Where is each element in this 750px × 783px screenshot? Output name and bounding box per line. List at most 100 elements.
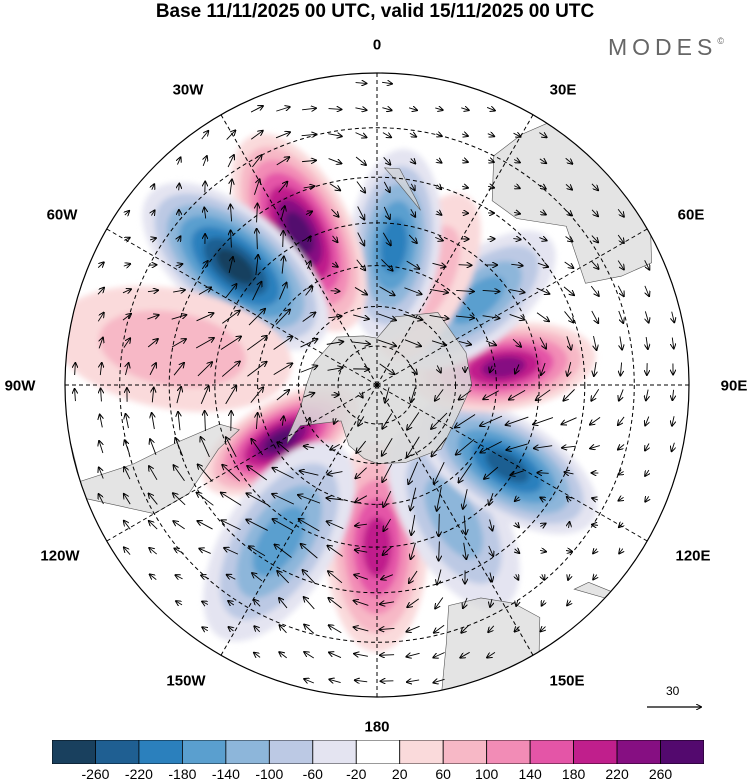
wind-arrow bbox=[462, 160, 468, 162]
wind-arrow bbox=[334, 418, 336, 424]
wind-arrow bbox=[672, 416, 674, 425]
wind-arrow bbox=[276, 157, 289, 166]
wind-arrow bbox=[459, 390, 472, 399]
wind-arrow bbox=[383, 546, 392, 555]
wind-arrow bbox=[482, 290, 500, 291]
anomaly-contour bbox=[252, 506, 306, 577]
wind-arrow bbox=[485, 340, 496, 345]
wind-arrow bbox=[512, 338, 521, 347]
wind-arrow bbox=[407, 412, 420, 429]
wind-arrow bbox=[564, 261, 574, 268]
wind-arrow bbox=[221, 520, 241, 531]
wind-arrow bbox=[591, 209, 598, 216]
anomaly-contour bbox=[380, 217, 408, 274]
wind-arrow bbox=[152, 388, 153, 403]
wind-arrow bbox=[513, 159, 520, 162]
wind-arrow bbox=[461, 134, 468, 136]
wind-arrow bbox=[563, 286, 574, 295]
colorbar-tick-label: 260 bbox=[648, 766, 673, 782]
wind-arrow bbox=[644, 260, 650, 269]
wind-arrow bbox=[124, 494, 131, 505]
wind-arrow bbox=[408, 108, 417, 110]
colorbar-tick-label: -140 bbox=[211, 766, 240, 782]
anomaly-contour bbox=[215, 248, 256, 285]
colorbar-tick-label: -180 bbox=[168, 766, 197, 782]
wind-arrow bbox=[539, 133, 546, 138]
wind-arrow bbox=[483, 390, 499, 400]
colorbar-tick-label: -60 bbox=[302, 766, 323, 782]
colorbar-tick-label: 220 bbox=[605, 766, 629, 782]
wind-arrow bbox=[304, 597, 315, 610]
wind-arrow bbox=[509, 313, 525, 319]
wind-arrow bbox=[173, 290, 185, 292]
wind-arrow bbox=[617, 234, 624, 243]
wind-arrow bbox=[149, 521, 158, 530]
wind-arrow bbox=[510, 470, 524, 475]
wind-arrow bbox=[174, 465, 185, 482]
wind-arrow bbox=[437, 159, 442, 162]
wind-arrow bbox=[513, 239, 520, 240]
wind-arrow bbox=[379, 363, 395, 374]
wind-arrow bbox=[326, 342, 343, 345]
wind-arrow bbox=[201, 437, 210, 458]
wind-arrow bbox=[356, 259, 366, 271]
wind-arrow bbox=[149, 548, 158, 555]
colorbar-swatch bbox=[52, 740, 96, 764]
wind-arrow bbox=[179, 184, 180, 191]
meridian-line bbox=[376, 384, 534, 656]
lon-label-150e: 150E bbox=[549, 672, 585, 690]
wind-arrow bbox=[515, 523, 519, 528]
wind-arrow bbox=[227, 575, 236, 580]
wind-arrow bbox=[592, 498, 598, 500]
wind-arrow bbox=[332, 263, 337, 267]
wind-arrow bbox=[482, 316, 500, 319]
wind-arrow bbox=[461, 108, 468, 110]
wind-arrow bbox=[247, 466, 268, 481]
wind-arrow bbox=[409, 570, 418, 583]
wind-arrow bbox=[171, 339, 186, 348]
wind-arrow bbox=[591, 235, 598, 243]
wind-arrow bbox=[226, 437, 237, 458]
wind-arrow bbox=[276, 107, 289, 112]
wind-arrow bbox=[308, 418, 309, 425]
wind-arrow bbox=[197, 493, 214, 506]
wind-arrow bbox=[75, 389, 76, 402]
wind-arrow bbox=[409, 133, 416, 137]
wind-arrow bbox=[308, 261, 311, 269]
wind-arrow bbox=[227, 155, 234, 168]
wind-arrow bbox=[303, 186, 315, 188]
wind-arrow bbox=[280, 625, 287, 634]
wind-arrow bbox=[431, 437, 447, 457]
wind-arrow bbox=[533, 417, 554, 425]
colorbar-tick-label: -20 bbox=[346, 766, 367, 782]
wind-arrow bbox=[354, 287, 367, 294]
wind-arrow bbox=[282, 416, 283, 426]
wind-arrow bbox=[506, 416, 529, 425]
wind-arrow bbox=[359, 393, 362, 398]
wind-arrow bbox=[196, 313, 214, 322]
wind-arrow bbox=[382, 413, 393, 428]
wind-arrow bbox=[175, 575, 183, 579]
wind-arrow bbox=[539, 550, 546, 551]
wind-arrow bbox=[541, 362, 546, 375]
lon-label-30e: 30E bbox=[549, 81, 577, 99]
wind-arrow bbox=[385, 387, 390, 402]
wind-arrow bbox=[590, 446, 600, 449]
colorbar-tick-label: 140 bbox=[518, 766, 542, 782]
wind-arrow bbox=[488, 545, 494, 556]
wind-arrow bbox=[201, 261, 207, 270]
wind-arrow bbox=[149, 466, 158, 481]
wind-arrow bbox=[617, 260, 624, 270]
wind-arrow bbox=[539, 238, 546, 241]
wind-arrow bbox=[147, 339, 158, 348]
wind-arrow bbox=[381, 574, 394, 580]
wind-arrow bbox=[355, 467, 367, 479]
wind-arrow bbox=[327, 521, 344, 530]
wind-arrow bbox=[618, 497, 623, 500]
wind-arrow bbox=[149, 494, 158, 505]
wind-arrow bbox=[619, 389, 624, 400]
wind-arrow bbox=[125, 440, 130, 454]
wind-arrow bbox=[305, 211, 312, 214]
wind-arrow bbox=[408, 234, 417, 243]
wind-arrow bbox=[176, 601, 183, 605]
